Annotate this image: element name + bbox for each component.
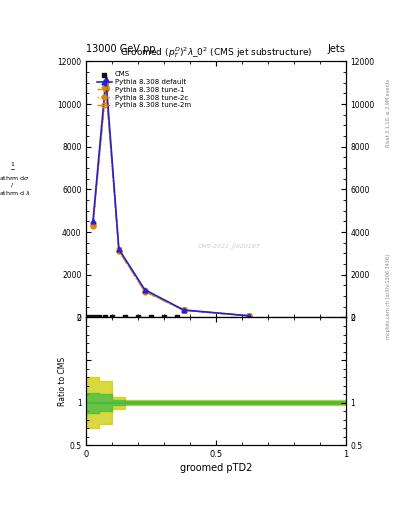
CMS	[91, 313, 97, 322]
Y-axis label: Ratio to CMS: Ratio to CMS	[58, 357, 67, 406]
Pythia 8.308 default	[142, 287, 147, 293]
Pythia 8.308 tune-2m	[246, 313, 251, 319]
Text: 1
─
mathrm d$\sigma$
/
mathrm d $\lambda$: 1 ─ mathrm d$\sigma$ / mathrm d $\lambda…	[0, 162, 31, 197]
CMS	[148, 313, 154, 322]
X-axis label: groomed pTD2: groomed pTD2	[180, 463, 252, 474]
Pythia 8.308 tune-2c	[142, 289, 147, 295]
Pythia 8.308 tune-1	[182, 307, 186, 313]
Title: Groomed $(p_T^D)^2\lambda\_0^2$ (CMS jet substructure): Groomed $(p_T^D)^2\lambda\_0^2$ (CMS jet…	[120, 46, 312, 60]
Line: Pythia 8.308 tune-1: Pythia 8.308 tune-1	[90, 82, 251, 318]
Pythia 8.308 tune-2c	[116, 248, 121, 254]
Pythia 8.308 default	[246, 313, 251, 319]
CMS	[122, 313, 129, 322]
Text: Rivet 3.1.10, ≥ 2.9M events: Rivet 3.1.10, ≥ 2.9M events	[386, 78, 391, 147]
Line: Pythia 8.308 tune-2m: Pythia 8.308 tune-2m	[90, 84, 251, 318]
Pythia 8.308 tune-2c	[246, 313, 251, 319]
Pythia 8.308 tune-2m	[116, 248, 121, 254]
Pythia 8.308 tune-1	[104, 82, 108, 88]
Pythia 8.308 default	[104, 75, 108, 81]
CMS	[109, 313, 116, 322]
Pythia 8.308 tune-1	[246, 313, 251, 319]
Line: Pythia 8.308 default: Pythia 8.308 default	[90, 76, 251, 318]
CMS	[135, 313, 141, 322]
Pythia 8.308 tune-1	[116, 247, 121, 253]
Pythia 8.308 default	[182, 307, 186, 313]
Line: Pythia 8.308 tune-2c: Pythia 8.308 tune-2c	[90, 87, 251, 318]
Pythia 8.308 tune-2c	[104, 86, 108, 92]
Pythia 8.308 tune-1	[142, 288, 147, 294]
Text: 13000 GeV pp: 13000 GeV pp	[86, 44, 156, 54]
Pythia 8.308 default	[90, 219, 95, 225]
Text: mcplots.cern.ch [arXiv:1306.3436]: mcplots.cern.ch [arXiv:1306.3436]	[386, 254, 391, 339]
Text: Jets: Jets	[328, 44, 346, 54]
Legend: CMS, Pythia 8.308 default, Pythia 8.308 tune-1, Pythia 8.308 tune-2c, Pythia 8.3: CMS, Pythia 8.308 default, Pythia 8.308 …	[95, 70, 192, 110]
CMS	[101, 313, 108, 322]
Pythia 8.308 tune-2m	[90, 222, 95, 228]
Pythia 8.308 default	[116, 246, 121, 252]
Text: CMS-2021_JI920187: CMS-2021_JI920187	[198, 243, 261, 249]
CMS	[96, 313, 103, 322]
CMS	[161, 313, 167, 322]
CMS	[86, 313, 92, 322]
CMS	[174, 313, 180, 322]
Pythia 8.308 tune-2m	[142, 288, 147, 294]
Pythia 8.308 tune-1	[90, 221, 95, 227]
Pythia 8.308 tune-2c	[182, 307, 186, 313]
Pythia 8.308 tune-2m	[104, 84, 108, 90]
Pythia 8.308 tune-2m	[182, 307, 186, 313]
Pythia 8.308 tune-2c	[90, 223, 95, 229]
